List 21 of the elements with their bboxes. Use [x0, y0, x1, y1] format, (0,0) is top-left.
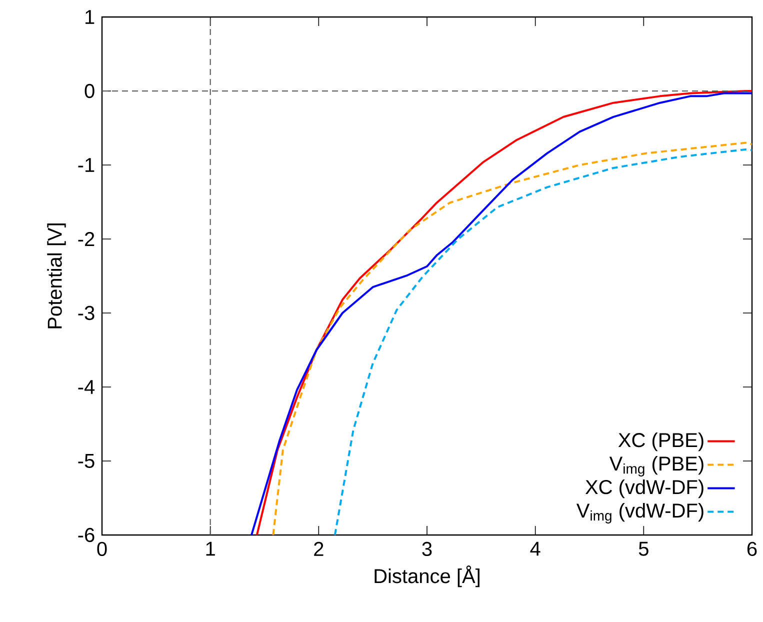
y-tick-label: -6	[78, 528, 94, 542]
y-tick-label: 0	[84, 84, 94, 98]
x-tick-label: 5	[638, 542, 648, 556]
x-axis-title: Distance [Å]	[374, 566, 480, 588]
legend-label: XC (PBE)	[618, 432, 704, 452]
legend-label: V$_{img}$ (vdW-DF)	[576, 502, 704, 524]
legend-label: V$_{img}$ (PBE)	[609, 456, 704, 477]
x-tick-label: 1	[206, 542, 215, 556]
x-tick-label: 3	[422, 542, 432, 556]
x-tick-label: 4	[530, 542, 540, 556]
y-tick-label: -1	[78, 158, 94, 172]
x-tick-label: 2	[314, 542, 324, 556]
y-axis-title: Potential [V]	[47, 224, 66, 328]
legend-label: XC (vdW-DF)	[585, 479, 704, 498]
x-tick-label: 6	[747, 542, 757, 556]
y-tick-label: -5	[78, 454, 94, 468]
y-tick-label: -4	[78, 380, 95, 394]
y-tick-label: -2	[78, 232, 94, 246]
x-tick-label: 0	[97, 542, 107, 556]
y-tick-label: 1	[86, 10, 94, 24]
y-tick-label: -3	[78, 306, 94, 320]
